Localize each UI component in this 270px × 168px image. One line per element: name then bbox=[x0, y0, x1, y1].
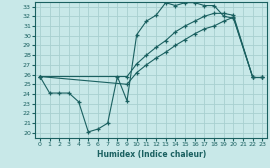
X-axis label: Humidex (Indice chaleur): Humidex (Indice chaleur) bbox=[97, 150, 206, 159]
